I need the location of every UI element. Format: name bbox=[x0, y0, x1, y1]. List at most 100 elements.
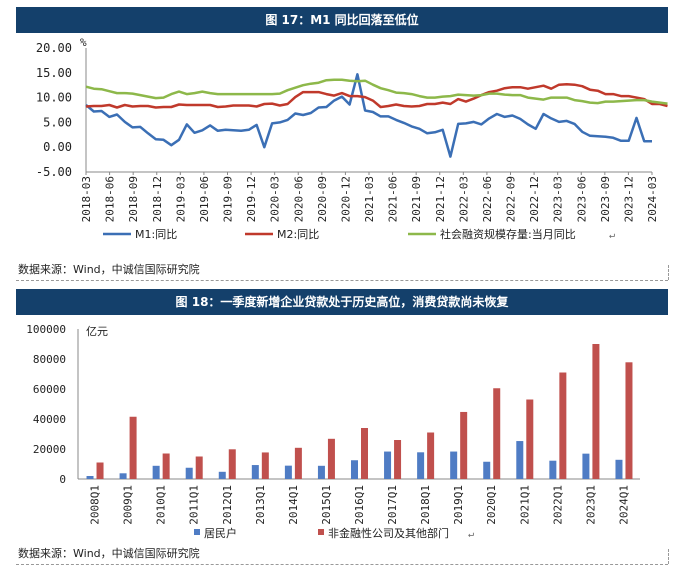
bar bbox=[261, 452, 269, 479]
x-tick-label: 2024Q1 bbox=[617, 485, 630, 525]
bar bbox=[549, 460, 557, 479]
series-line bbox=[85, 82, 668, 109]
x-tick-label: 2022-09 bbox=[505, 176, 518, 222]
legend-label: M2:同比 bbox=[277, 228, 319, 241]
x-tick-label: 2024-03 bbox=[646, 176, 659, 222]
x-tick-label: 2019-03 bbox=[174, 176, 187, 222]
x-tick-label: 2023-06 bbox=[575, 176, 588, 222]
x-tick-label: 2021-09 bbox=[410, 176, 423, 222]
series-line bbox=[85, 78, 668, 105]
x-tick-label: 2013Q1 bbox=[254, 485, 267, 525]
x-tick-label: 2018-06 bbox=[104, 176, 117, 222]
x-tick-label: 2015Q1 bbox=[320, 485, 333, 525]
chart2-svg: 100000 80000 60000 40000 20000 0 亿元 2008Q1 2009Q… bbox=[26, 323, 640, 540]
divider bbox=[668, 549, 669, 564]
chart1-source: 数据来源：Wind，中诚信国际研究院 bbox=[18, 263, 200, 276]
x-tick-label: 2023-03 bbox=[552, 176, 565, 222]
x-tick-label: 2019Q1 bbox=[452, 485, 465, 525]
x-tick-label: 2022-06 bbox=[481, 176, 494, 222]
x-tick-label: 2011Q1 bbox=[188, 485, 201, 525]
bar bbox=[427, 432, 435, 479]
x-tick-label: 2020-06 bbox=[292, 176, 305, 222]
bar bbox=[96, 462, 104, 479]
legend-label: 非金融性公司及其他部门 bbox=[328, 526, 449, 540]
chart2-source: 数据来源：Wind，中诚信国际研究院 bbox=[18, 547, 200, 560]
x-tick-label: 2012Q1 bbox=[221, 485, 234, 525]
x-tick-label: 2023-09 bbox=[599, 176, 612, 222]
y-tick-label: 15.00 bbox=[36, 66, 72, 80]
bar bbox=[384, 451, 392, 479]
y-tick-label: 60000 bbox=[33, 383, 66, 396]
bar bbox=[86, 476, 94, 479]
bar bbox=[119, 473, 127, 479]
y-tick-label: 40000 bbox=[33, 413, 66, 426]
bar bbox=[625, 362, 633, 479]
bar bbox=[582, 453, 590, 479]
bar bbox=[129, 416, 137, 479]
x-tick-label: 2019-06 bbox=[198, 176, 211, 222]
y-tick-label: 10.00 bbox=[36, 91, 72, 105]
bar bbox=[251, 465, 259, 479]
x-tick-label: 2016Q1 bbox=[353, 485, 366, 525]
y-tick-label: -5.00 bbox=[36, 165, 72, 179]
bar bbox=[327, 438, 335, 479]
x-tick-label: 2021-12 bbox=[434, 176, 447, 222]
bar bbox=[361, 428, 368, 479]
y-unit-label: % bbox=[80, 36, 87, 49]
bar bbox=[460, 411, 468, 479]
bar bbox=[417, 452, 425, 479]
x-tick-label: 2022Q1 bbox=[551, 485, 564, 525]
x-tick-label: 2022-12 bbox=[528, 176, 541, 222]
x-tick-label: 2023Q1 bbox=[584, 485, 597, 525]
bar bbox=[526, 399, 534, 479]
x-tick-label: 2020Q1 bbox=[485, 485, 498, 525]
x-tick-label: 2022-03 bbox=[457, 176, 470, 222]
x-tick-label: 2009Q1 bbox=[122, 485, 135, 525]
x-tick-label: 2019-12 bbox=[245, 176, 258, 222]
return-mark: ↵ bbox=[468, 529, 474, 540]
bar bbox=[516, 441, 524, 479]
chart2-title: 图 18：一季度新增企业贷款处于历史高位，消费贷款尚未恢复 bbox=[16, 289, 668, 315]
y-tick-label: 0.00 bbox=[43, 140, 72, 154]
bar bbox=[351, 460, 358, 479]
x-tick-label: 2020-09 bbox=[316, 176, 329, 222]
x-tick-label: 2018-03 bbox=[80, 176, 93, 222]
bar bbox=[317, 465, 325, 479]
bar bbox=[483, 461, 491, 479]
bar bbox=[493, 388, 501, 479]
x-tick-label: 2021-03 bbox=[363, 176, 376, 222]
legend-label: M1:同比 bbox=[135, 228, 177, 241]
x-tick-label: 2018-09 bbox=[127, 176, 140, 222]
bar bbox=[185, 467, 193, 479]
bar bbox=[294, 447, 302, 479]
legend-swatch bbox=[194, 529, 200, 535]
series-line bbox=[85, 73, 652, 158]
divider bbox=[16, 564, 668, 565]
x-tick-label: 2010Q1 bbox=[155, 485, 168, 525]
bar bbox=[394, 440, 402, 479]
y-tick-label: 5.00 bbox=[43, 115, 72, 129]
bar bbox=[228, 449, 236, 479]
chart1-svg: 20.00 15.00 10.00 5.00 0.00 -5.00% 2018-03 2018… bbox=[36, 36, 668, 241]
x-tick-label: 2021-06 bbox=[387, 176, 400, 222]
x-tick-label: 2008Q1 bbox=[89, 485, 102, 525]
bar bbox=[559, 372, 567, 479]
legend-swatch bbox=[318, 529, 324, 535]
legend-label: 社会融资规模存量:当月同比 bbox=[440, 227, 576, 241]
y-tick-label: 0 bbox=[59, 473, 66, 486]
return-mark: ↵ bbox=[609, 230, 615, 241]
y-tick-label: 100000 bbox=[26, 323, 66, 336]
divider bbox=[668, 265, 669, 280]
legend-label: 居民户 bbox=[204, 526, 237, 540]
x-tick-label: 2017Q1 bbox=[386, 485, 399, 525]
y-tick-label: 20000 bbox=[33, 443, 66, 456]
y-tick-label: 80000 bbox=[33, 353, 66, 366]
bar bbox=[284, 465, 292, 479]
divider bbox=[16, 280, 668, 281]
x-tick-label: 2019-09 bbox=[222, 176, 235, 222]
bar bbox=[218, 471, 226, 479]
bar bbox=[195, 456, 203, 479]
bar bbox=[162, 453, 170, 479]
x-tick-label: 2020-12 bbox=[339, 176, 352, 222]
y-tick-label: 20.00 bbox=[36, 41, 72, 55]
